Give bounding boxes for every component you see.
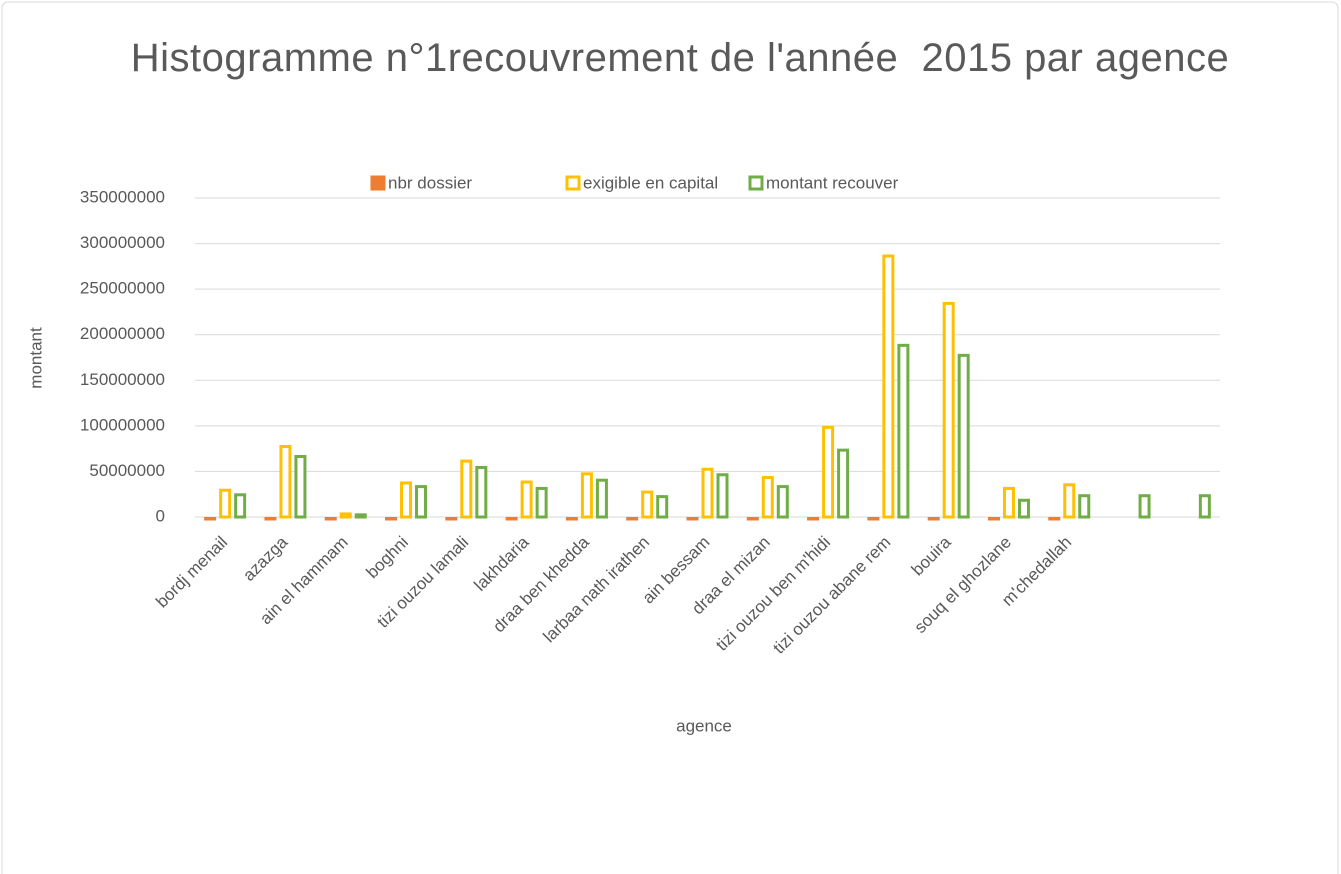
bar xyxy=(746,516,759,521)
legend-label: montant recouver xyxy=(766,173,899,192)
y-tick-label: 250000000 xyxy=(80,279,165,298)
bar xyxy=(415,485,428,519)
bar xyxy=(641,490,654,519)
bar xyxy=(686,516,699,521)
bar xyxy=(1138,494,1151,519)
bar xyxy=(897,343,910,519)
bar xyxy=(987,516,1000,521)
y-axis-label: montant xyxy=(26,327,45,389)
bar xyxy=(324,516,337,521)
bar xyxy=(942,301,955,519)
bar xyxy=(882,254,895,519)
bar xyxy=(626,516,639,521)
y-tick-label: 200000000 xyxy=(80,324,165,343)
bar xyxy=(1078,494,1091,519)
y-tick-label: 0 xyxy=(156,506,165,525)
bar xyxy=(400,481,413,519)
bar xyxy=(535,486,548,519)
bar xyxy=(957,353,970,519)
legend-label: nbr dossier xyxy=(388,173,472,192)
bar xyxy=(837,448,850,519)
legend-swatch xyxy=(748,175,764,191)
bar xyxy=(445,516,458,521)
bar xyxy=(385,516,398,521)
bar xyxy=(565,516,578,521)
bar xyxy=(234,493,247,519)
bar xyxy=(475,465,488,519)
bar xyxy=(1017,498,1030,519)
bar xyxy=(822,425,835,519)
bar xyxy=(867,516,880,521)
y-tick-label: 50000000 xyxy=(89,461,165,480)
bar xyxy=(1048,516,1061,521)
bar xyxy=(927,516,940,521)
bar xyxy=(505,516,518,521)
bar xyxy=(656,495,669,519)
bar xyxy=(294,455,307,519)
x-axis-label: agence xyxy=(676,716,732,735)
bar xyxy=(520,480,533,519)
legend-swatch xyxy=(370,175,386,191)
bar xyxy=(264,516,277,521)
bar xyxy=(776,485,789,519)
bar xyxy=(1063,483,1076,519)
y-tick-label: 150000000 xyxy=(80,370,165,389)
bar xyxy=(580,472,593,519)
bar xyxy=(460,459,473,519)
bar xyxy=(761,475,774,519)
bar xyxy=(716,473,729,519)
bar xyxy=(219,488,232,519)
chart-title: Histogramme n°1recouvrement de l'année 2… xyxy=(130,36,1230,80)
bar xyxy=(354,513,367,519)
bar xyxy=(701,467,714,519)
y-tick-label: 100000000 xyxy=(80,415,165,434)
legend-swatch xyxy=(565,175,581,191)
bar xyxy=(1198,494,1211,519)
bar xyxy=(279,444,292,519)
bar xyxy=(204,516,217,521)
bar xyxy=(807,516,820,521)
y-tick-label: 300000000 xyxy=(80,233,165,252)
legend-label: exigible en capital xyxy=(583,173,718,192)
bar xyxy=(1002,486,1015,519)
bar xyxy=(339,512,352,519)
bar xyxy=(595,478,608,519)
y-tick-label: 350000000 xyxy=(80,187,165,206)
